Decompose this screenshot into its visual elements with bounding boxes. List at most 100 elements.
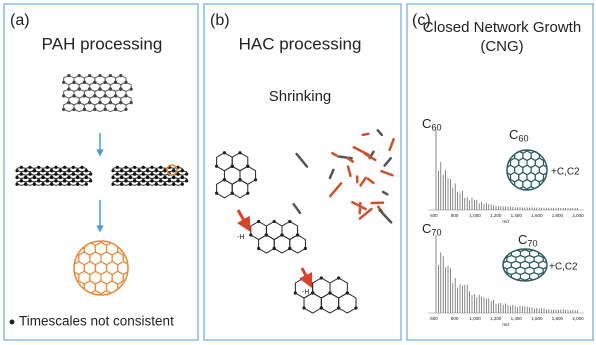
atom <box>172 176 175 179</box>
atom <box>41 176 44 179</box>
atom <box>337 276 340 279</box>
atom <box>124 108 127 111</box>
atom <box>109 74 112 77</box>
atom <box>155 169 158 172</box>
atom <box>137 183 140 186</box>
atom <box>24 169 27 172</box>
atom <box>33 176 36 179</box>
atom <box>33 169 36 172</box>
atom <box>88 88 91 91</box>
atom <box>37 172 40 175</box>
cage <box>503 249 547 281</box>
atom <box>46 166 49 169</box>
atom <box>120 183 123 186</box>
label-sub: 60 <box>431 123 441 133</box>
atom <box>257 220 260 223</box>
atom <box>67 169 70 172</box>
atom <box>150 179 153 182</box>
atom <box>62 81 65 84</box>
atom <box>176 179 179 182</box>
addition-label: +C,C2 <box>549 262 578 273</box>
tick-label: 600 <box>430 213 438 218</box>
tick-label: 1,400 <box>511 213 523 218</box>
tick-label: 1,800 <box>552 316 564 321</box>
atom <box>119 88 122 91</box>
atom <box>124 172 127 175</box>
atom <box>146 176 149 179</box>
atom <box>78 101 81 104</box>
atom <box>273 220 276 223</box>
atom <box>67 183 70 186</box>
atom <box>89 179 92 182</box>
tick-label: 2,000 <box>572 213 584 218</box>
atom <box>93 81 96 84</box>
atom <box>302 306 305 309</box>
tick-label: 600 <box>430 316 438 321</box>
atom <box>78 88 81 91</box>
atom <box>72 179 75 182</box>
tick-label: 1,200 <box>490 316 502 321</box>
atom <box>294 291 297 294</box>
note: Timescales not consistent <box>19 314 174 329</box>
atom <box>137 176 140 179</box>
atom <box>93 108 96 111</box>
atom <box>116 172 119 175</box>
atom <box>88 74 91 77</box>
atom <box>20 166 23 169</box>
bullet <box>10 320 15 325</box>
atom <box>83 81 86 84</box>
label-sub: 60 <box>518 134 528 144</box>
atom <box>111 176 114 179</box>
atom <box>159 179 162 182</box>
atom <box>41 183 44 186</box>
atom <box>72 172 75 175</box>
atom <box>320 306 323 309</box>
atom <box>15 169 18 172</box>
tick-label: 1,000 <box>470 213 482 218</box>
atom <box>124 81 127 84</box>
atom <box>185 179 188 182</box>
atom <box>163 183 166 186</box>
atom <box>80 179 83 182</box>
atom <box>28 172 31 175</box>
atom <box>223 151 226 154</box>
tick-label: 1,400 <box>511 316 523 321</box>
atom <box>104 81 107 84</box>
atom <box>114 108 117 111</box>
label-sub: 70 <box>431 228 441 238</box>
hac-bond <box>363 134 369 135</box>
atom <box>78 74 81 77</box>
tick-label: 1,800 <box>552 213 564 218</box>
atom <box>114 81 117 84</box>
cage <box>507 150 547 190</box>
atom <box>337 306 340 309</box>
atom <box>129 183 132 186</box>
atom <box>172 183 175 186</box>
tick-label: 800 <box>451 316 459 321</box>
atom <box>59 176 62 179</box>
tick-label: 800 <box>451 213 459 218</box>
atom <box>46 179 49 182</box>
atom <box>354 306 357 309</box>
tick-label: 1,000 <box>470 316 482 321</box>
atom <box>20 172 23 175</box>
atom <box>63 172 66 175</box>
atom <box>116 166 119 169</box>
atom <box>46 172 49 175</box>
atom <box>159 172 162 175</box>
atom <box>120 169 123 172</box>
atom <box>98 101 101 104</box>
arrow-label: -H <box>237 234 244 241</box>
atom <box>231 165 234 168</box>
atom <box>72 108 75 111</box>
atom <box>116 179 119 182</box>
atom <box>257 247 260 250</box>
atom <box>67 74 70 77</box>
label-base: C <box>509 127 518 142</box>
atom <box>249 233 252 236</box>
atom <box>63 179 66 182</box>
atom <box>76 176 79 179</box>
atom <box>28 179 31 182</box>
atom <box>59 169 62 172</box>
atom <box>72 81 75 84</box>
